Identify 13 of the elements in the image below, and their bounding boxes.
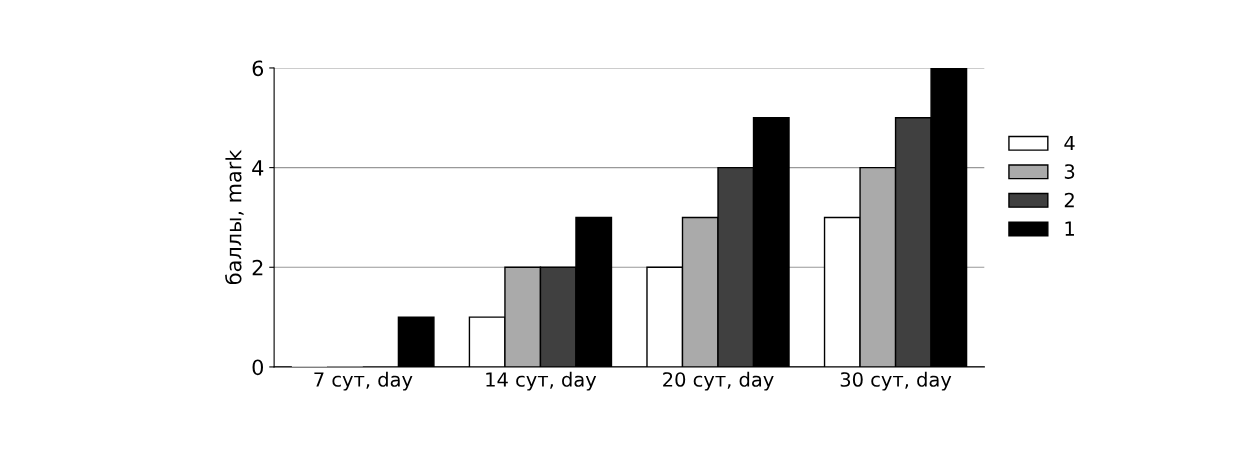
legend-label: 2 [1064,192,1074,208]
x-tick-label: 30 сут, day [840,371,952,391]
x-tick-label: 20 сут, day [663,371,774,391]
legend-label: 4 [1064,135,1075,151]
x-tick-label: 7 сут, day [314,371,413,391]
legend-label: 1 [1065,221,1074,236]
y-tick-label: 4 [252,160,264,176]
y-tick-label: 6 [252,60,264,77]
x-tick-label: 14 сут, day [486,371,597,391]
y-tick-label: 0 [252,359,264,376]
legend-label: 3 [1064,164,1075,179]
y-tick-label: 2 [252,259,263,276]
y-axis-title: баллы, mark [225,149,244,285]
